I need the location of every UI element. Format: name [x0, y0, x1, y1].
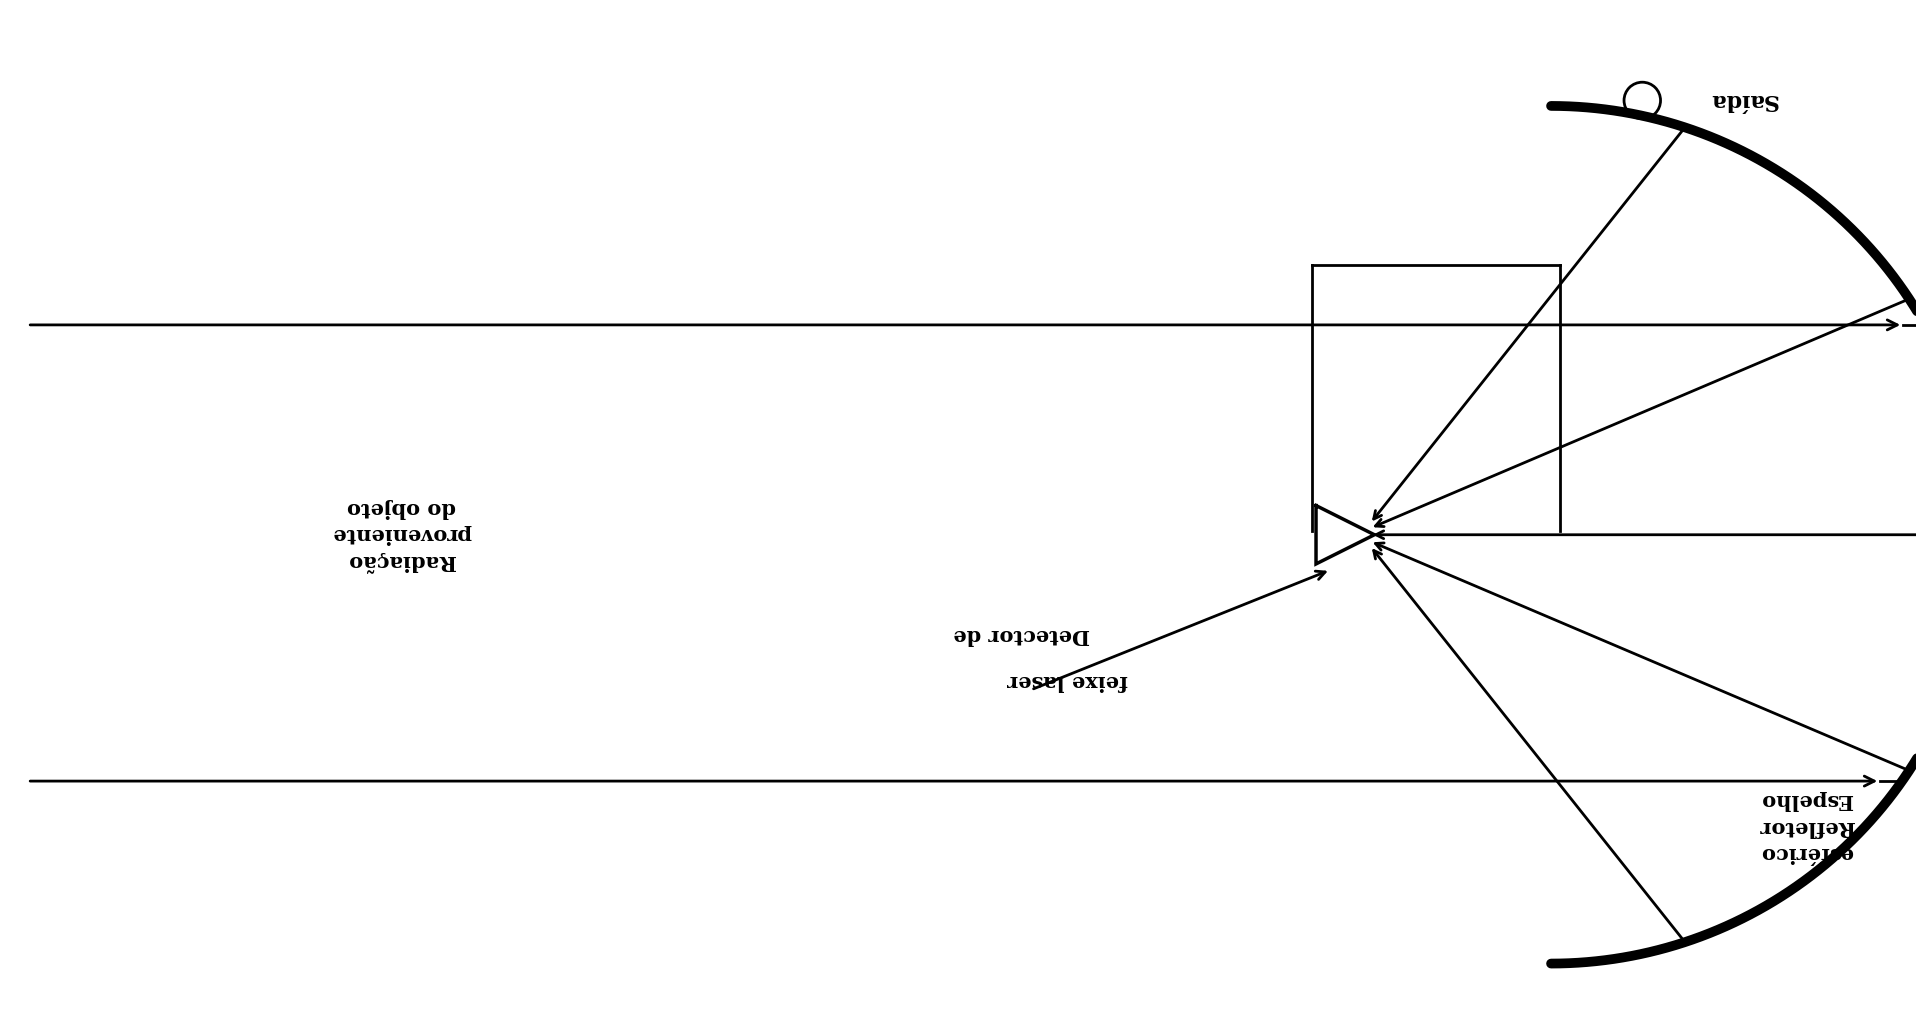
Text: feixe laser: feixe laser [1008, 670, 1129, 691]
Text: esférico
Refletor
Espelho: esférico Refletor Espelho [1759, 790, 1855, 864]
Text: Radiação
proveniente
do objeto: Radiação proveniente do objeto [331, 498, 471, 571]
Text: Saída: Saída [1709, 90, 1776, 112]
Text: Detector de: Detector de [954, 625, 1090, 646]
